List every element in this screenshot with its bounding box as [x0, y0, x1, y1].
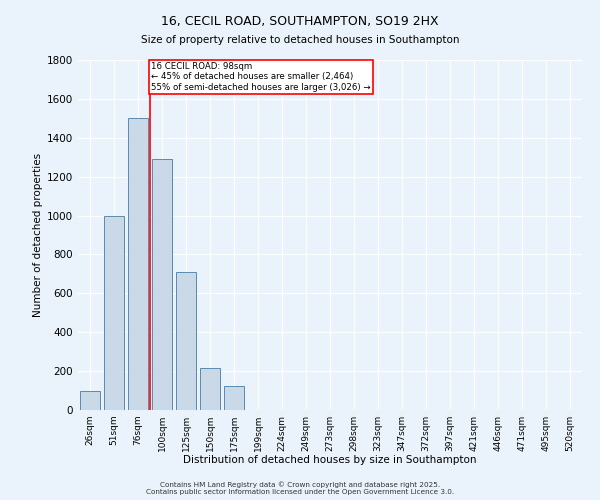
Text: 16 CECIL ROAD: 98sqm
← 45% of detached houses are smaller (2,464)
55% of semi-de: 16 CECIL ROAD: 98sqm ← 45% of detached h…	[151, 62, 371, 92]
Text: Contains HM Land Registry data © Crown copyright and database right 2025.: Contains HM Land Registry data © Crown c…	[160, 481, 440, 488]
Bar	[224, 386, 244, 410]
X-axis label: Distribution of detached houses by size in Southampton: Distribution of detached houses by size …	[183, 456, 477, 466]
Bar	[176, 272, 196, 410]
Bar	[128, 118, 148, 410]
Text: Size of property relative to detached houses in Southampton: Size of property relative to detached ho…	[141, 35, 459, 45]
Text: 16, CECIL ROAD, SOUTHAMPTON, SO19 2HX: 16, CECIL ROAD, SOUTHAMPTON, SO19 2HX	[161, 15, 439, 28]
Text: Contains public sector information licensed under the Open Government Licence 3.: Contains public sector information licen…	[146, 489, 454, 495]
Bar	[104, 216, 124, 410]
Bar	[80, 390, 100, 410]
Bar	[152, 159, 172, 410]
Y-axis label: Number of detached properties: Number of detached properties	[33, 153, 43, 317]
Bar	[200, 368, 220, 410]
